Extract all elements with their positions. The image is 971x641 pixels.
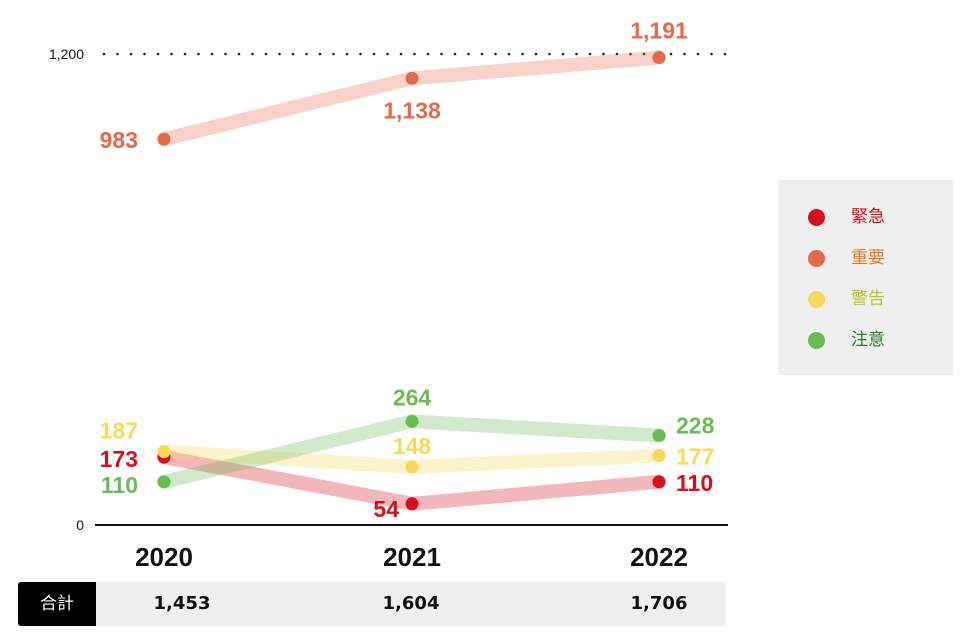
legend-dot-1 [808,209,825,226]
y-tick-label-1200: 1,200 [49,46,84,62]
totals-label: 合計 [18,582,96,626]
totals-row: 合計 1,453 1,604 1,706 [18,582,726,626]
data-label-1-2021: 1,138 [383,97,441,123]
data-point-1-2020 [157,132,171,146]
legend-label-4: 注意 [851,330,885,350]
data-label-1-2022: 1,191 [630,18,688,44]
legend-label-3: 警告 [851,289,885,309]
legend-item-3: 警告 [778,286,953,312]
data-point-3-2021 [405,460,419,474]
data-point-4-2022 [652,429,666,443]
data-point-3-2020 [157,445,171,459]
data-point-1-2021 [405,71,419,85]
total-2020: 1,453 [153,593,211,614]
legend-dot-4 [808,332,825,349]
data-point-2-2022 [652,475,666,489]
data-label-4-2022: 228 [676,413,715,439]
legend-item-2: 重要 [778,245,953,271]
data-label-3-2022: 177 [676,444,714,470]
data-label-3-2021: 148 [393,433,432,459]
data-point-4-2020 [157,475,171,489]
x-tick-label-2022: 2022 [630,542,688,572]
data-point-3-2022 [652,449,666,463]
y-tick-label-0: 0 [76,517,84,533]
data-point-2-2021 [405,497,419,511]
legend-label-1: 緊急 [851,207,885,227]
legend-dot-3 [808,291,825,308]
data-point-4-2021 [405,414,419,428]
data-label-2-2021: 54 [373,496,399,522]
legend-item-4: 注意 [778,327,953,353]
x-tick-label-2021: 2021 [383,542,441,572]
legend: 緊急 重要 警告 注意 [778,180,953,375]
data-point-1-2022 [652,51,666,65]
data-label-4-2020: 110 [101,472,138,498]
legend-dot-2 [808,250,825,267]
data-label-2-2022: 110 [676,470,713,496]
data-label-2-2020: 173 [100,446,138,472]
total-2021: 1,604 [382,593,440,614]
total-2022: 1,706 [630,593,688,614]
data-label-3-2020: 187 [100,418,138,444]
legend-label-2: 重要 [851,248,885,268]
x-tick-label-2020: 2020 [135,542,193,572]
data-label-4-2021: 264 [393,384,432,410]
data-label-1-2020: 983 [100,127,138,153]
legend-item-1: 緊急 [778,204,953,230]
